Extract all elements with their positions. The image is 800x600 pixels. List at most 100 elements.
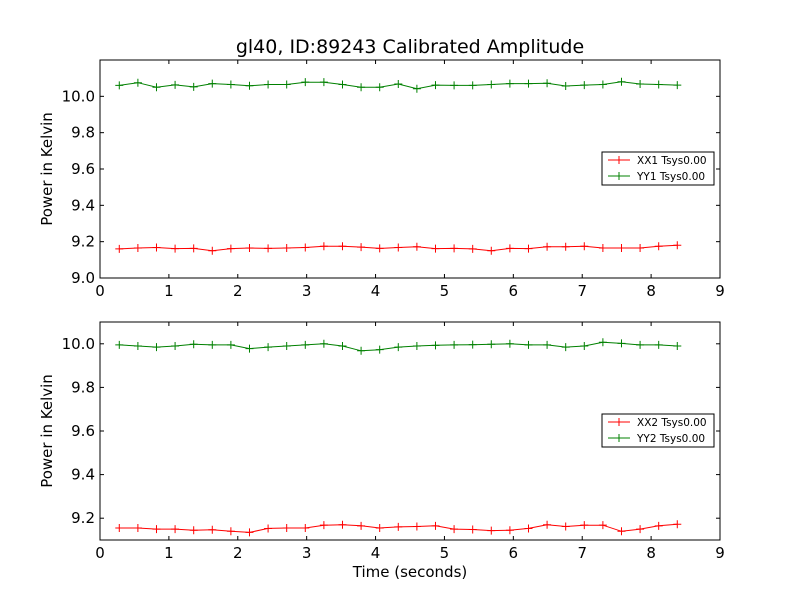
- legend-marker: [615, 172, 623, 180]
- data-point: [636, 340, 645, 349]
- x-tick-label: 7: [577, 544, 587, 562]
- data-point: [412, 84, 421, 93]
- data-point: [673, 341, 682, 350]
- chart-title: gl40, ID:89243 Calibrated Amplitude: [236, 36, 584, 58]
- data-point: [505, 244, 514, 253]
- data-point: [375, 244, 384, 253]
- x-tick-label: 8: [646, 282, 656, 300]
- data-point: [561, 522, 570, 531]
- data-point: [561, 81, 570, 90]
- legend-marker: [615, 418, 623, 426]
- x-tick-label: 8: [646, 544, 656, 562]
- data-point: [319, 339, 328, 348]
- x-tick-label: 5: [440, 282, 450, 300]
- data-point: [115, 244, 124, 253]
- data-point: [338, 341, 347, 350]
- data-point: [431, 521, 440, 530]
- legend-box: [601, 151, 715, 186]
- data-point: [264, 524, 273, 533]
- data-point: [189, 526, 198, 535]
- legend-label: XX2 Tsys0.00: [637, 417, 707, 429]
- data-point: [375, 524, 384, 533]
- data-point: [357, 83, 366, 92]
- data-point: [338, 80, 347, 89]
- data-point: [524, 244, 533, 253]
- x-tick-label: 0: [95, 282, 105, 300]
- data-point: [133, 524, 142, 533]
- data-point: [394, 79, 403, 88]
- data-point: [580, 521, 589, 530]
- data-point: [543, 340, 552, 349]
- legend-label: YY1 Tsys0.00: [636, 171, 705, 183]
- data-point: [133, 341, 142, 350]
- y-tick-label: 9.4: [71, 466, 95, 484]
- y-axis-label: Power in Kelvin: [38, 374, 56, 488]
- data-point: [282, 341, 291, 350]
- data-point: [654, 80, 663, 89]
- data-point: [468, 81, 477, 90]
- data-point: [282, 80, 291, 89]
- data-point: [543, 242, 552, 251]
- data-point: [226, 527, 235, 536]
- data-point: [598, 80, 607, 89]
- data-point: [171, 80, 180, 89]
- data-point: [431, 341, 440, 350]
- data-point: [468, 525, 477, 534]
- data-point: [245, 344, 254, 353]
- data-point: [133, 244, 142, 253]
- y-tick-label: 9.6: [71, 160, 95, 178]
- data-point: [208, 340, 217, 349]
- legend-marker: [615, 434, 623, 442]
- data-point: [208, 79, 217, 88]
- data-point: [450, 525, 459, 534]
- data-point: [580, 341, 589, 350]
- x-tick-label: 6: [509, 282, 519, 300]
- x-tick-label: 9: [715, 544, 725, 562]
- y-tick-label: 9.8: [71, 124, 95, 142]
- data-point: [580, 242, 589, 251]
- data-point: [357, 521, 366, 530]
- data-point: [394, 343, 403, 352]
- data-point: [673, 241, 682, 250]
- data-point: [468, 340, 477, 349]
- data-point: [524, 340, 533, 349]
- data-point: [282, 524, 291, 533]
- data-point: [152, 343, 161, 352]
- x-tick-label: 3: [302, 282, 312, 300]
- legend-label: XX1 Tsys0.00: [637, 155, 707, 167]
- data-point: [171, 244, 180, 253]
- data-point: [189, 340, 198, 349]
- data-point: [505, 79, 514, 88]
- data-point: [543, 520, 552, 529]
- data-point: [264, 343, 273, 352]
- data-point: [338, 242, 347, 251]
- data-point: [598, 338, 607, 347]
- data-point: [226, 80, 235, 89]
- data-point: [561, 242, 570, 251]
- legend-marker: [615, 156, 623, 164]
- data-point: [673, 520, 682, 529]
- data-point: [524, 524, 533, 533]
- data-point: [450, 340, 459, 349]
- data-point: [264, 244, 273, 253]
- data-point: [412, 242, 421, 251]
- data-point: [394, 243, 403, 252]
- x-tick-label: 9: [715, 282, 725, 300]
- data-point: [636, 79, 645, 88]
- data-point: [375, 345, 384, 354]
- data-point: [357, 243, 366, 252]
- data-point: [431, 244, 440, 253]
- data-point: [598, 521, 607, 530]
- data-point: [654, 521, 663, 530]
- data-point: [375, 83, 384, 92]
- data-point: [636, 525, 645, 534]
- top-subplot: 0 1 2 3 4 5 6 7 8 9 9.0 9.2 9.4 9.6 9.8 10.0 Power in Ke…: [38, 59, 725, 300]
- data-point: [543, 79, 552, 88]
- data-point: [245, 244, 254, 253]
- data-point: [617, 244, 626, 253]
- data-point: [133, 78, 142, 87]
- data-point: [487, 80, 496, 89]
- data-point: [580, 81, 589, 90]
- data-point: [226, 340, 235, 349]
- data-point: [301, 78, 310, 87]
